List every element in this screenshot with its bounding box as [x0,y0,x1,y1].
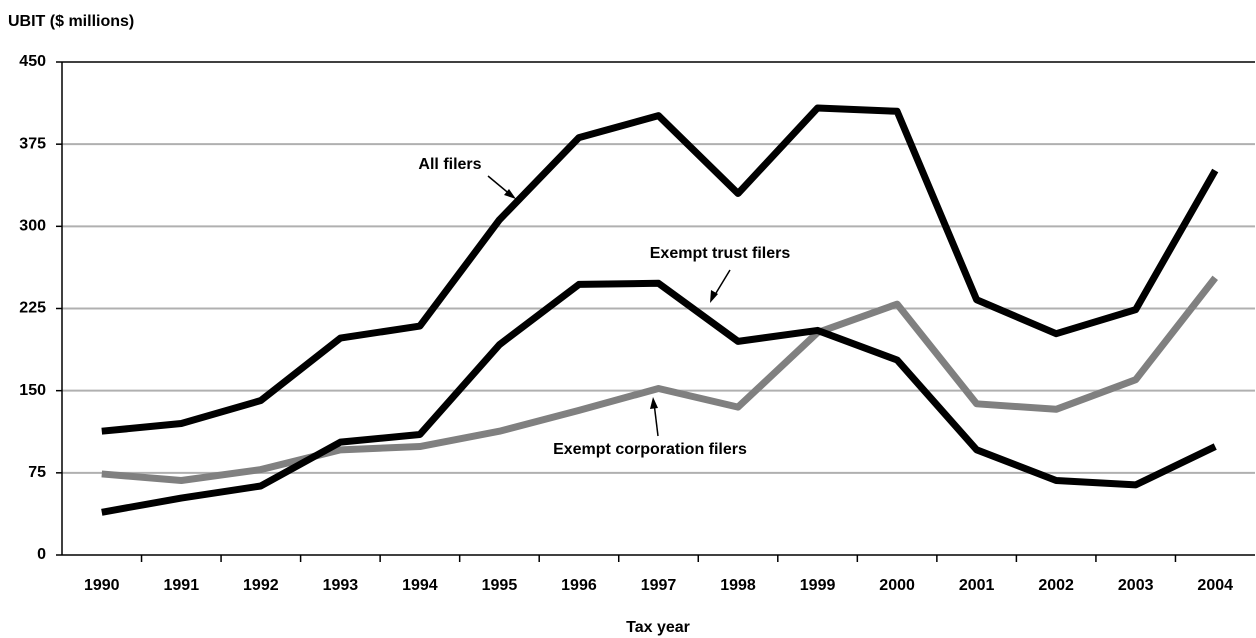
y-tick-label: 225 [19,300,46,317]
y-tick-label: 450 [19,53,46,70]
y-axis-label: UBIT ($ millions) [8,13,134,30]
x-tick-label: 1993 [323,577,359,594]
annotation: Exempt trust filers [650,245,791,262]
annotation: All filers [418,156,481,173]
x-tick-label: 1991 [164,577,200,594]
y-tick-label: 75 [28,464,46,481]
arrowhead [504,189,516,199]
x-tick-label: 1995 [482,577,518,594]
annotation: Exempt corporation filers [553,441,747,458]
x-tick-label: 1992 [243,577,279,594]
x-tick-label: 2004 [1197,577,1233,594]
y-tick-label: 0 [37,546,46,563]
annotations: All filers Exempt trust filers Exempt co… [418,156,790,458]
x-tick-label: 1990 [84,577,120,594]
series-line [101,279,1217,516]
arrowhead [710,290,718,303]
arrowhead [650,397,658,409]
series-line [101,275,1218,485]
x-tick-label: 2003 [1118,577,1154,594]
x-tick-label: 1998 [720,577,756,594]
x-tick-label: 1996 [561,577,597,594]
x-tick-label: 2002 [1038,577,1074,594]
y-tick-label: 375 [19,135,46,152]
x-axis-label: Tax year [626,619,690,636]
x-tick-label: 1999 [800,577,836,594]
x-tick-label: 2001 [959,577,995,594]
y-tick-label: 300 [19,218,46,235]
y-tick-label: 150 [19,382,46,399]
series-line [101,104,1219,435]
arrow [653,402,659,437]
x-tick-label: 1994 [402,577,438,594]
x-tick-label: 1997 [641,577,677,594]
x-tick-label: 2000 [879,577,915,594]
